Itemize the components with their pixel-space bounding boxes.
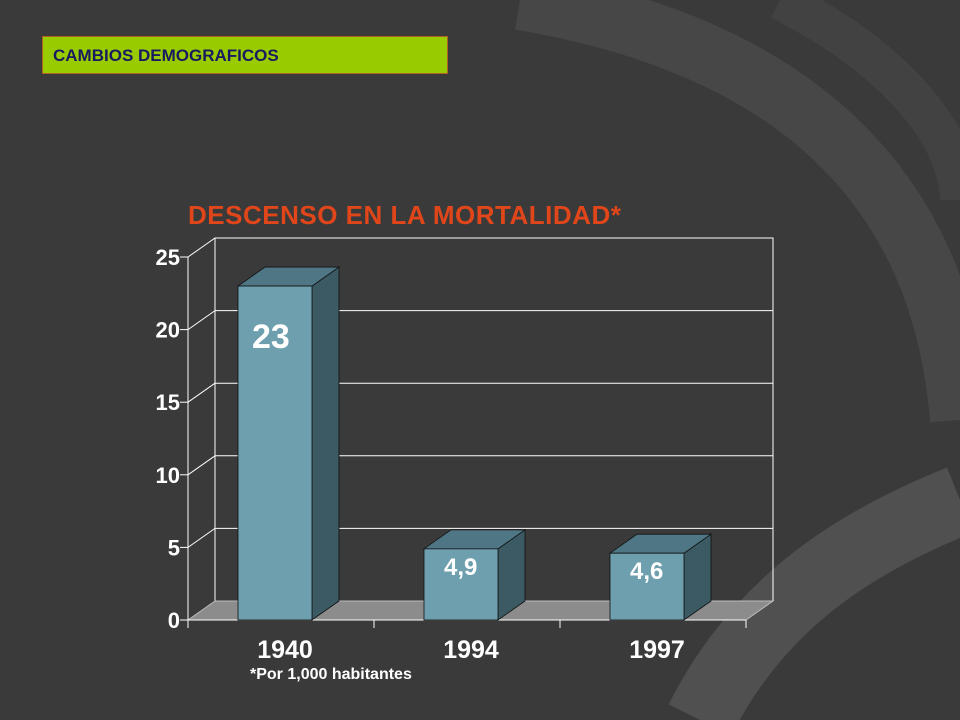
y-tick-label: 5 <box>168 535 180 560</box>
gridline-side <box>187 237 216 258</box>
y-tick-label: 20 <box>156 318 180 343</box>
bar-1997: 4,6 <box>608 533 713 621</box>
y-tick-label: 15 <box>156 390 180 415</box>
bar-front <box>237 285 313 621</box>
gridline-side <box>187 527 216 548</box>
bar-front <box>423 548 499 621</box>
gridline-side <box>187 310 216 331</box>
x-tick-labels: 1940 1994 1997 <box>257 636 685 664</box>
x-tick-label: 1994 <box>443 636 499 664</box>
bar-1994: 4,9 <box>422 529 527 621</box>
chart-title: DESCENSO EN LA MORTALIDAD* <box>188 200 622 230</box>
gridline-side <box>187 455 216 476</box>
section-label: CAMBIOS DEMOGRAFICOS <box>42 36 448 74</box>
x-tick-label: 1997 <box>629 636 685 664</box>
x-tick-label: 1940 <box>257 636 313 664</box>
section-label-text: CAMBIOS DEMOGRAFICOS <box>53 46 279 65</box>
data-label: 23 <box>252 318 290 356</box>
data-label: 4,6 <box>630 558 663 585</box>
y-tick-label: 25 <box>156 245 180 270</box>
y-tick-label: 0 <box>168 608 180 633</box>
y-tick-labels: 0 5 10 15 20 25 <box>156 245 180 633</box>
y-tick-label: 10 <box>156 463 180 488</box>
bar-side <box>311 266 340 621</box>
gridline-side <box>187 382 216 403</box>
footnote: *Por 1,000 habitantes <box>250 666 412 683</box>
bar-front <box>609 552 685 621</box>
bars: 23 4,9 4,6 <box>236 266 713 621</box>
bar-1940: 23 <box>236 266 341 621</box>
data-label: 4,9 <box>444 554 477 581</box>
